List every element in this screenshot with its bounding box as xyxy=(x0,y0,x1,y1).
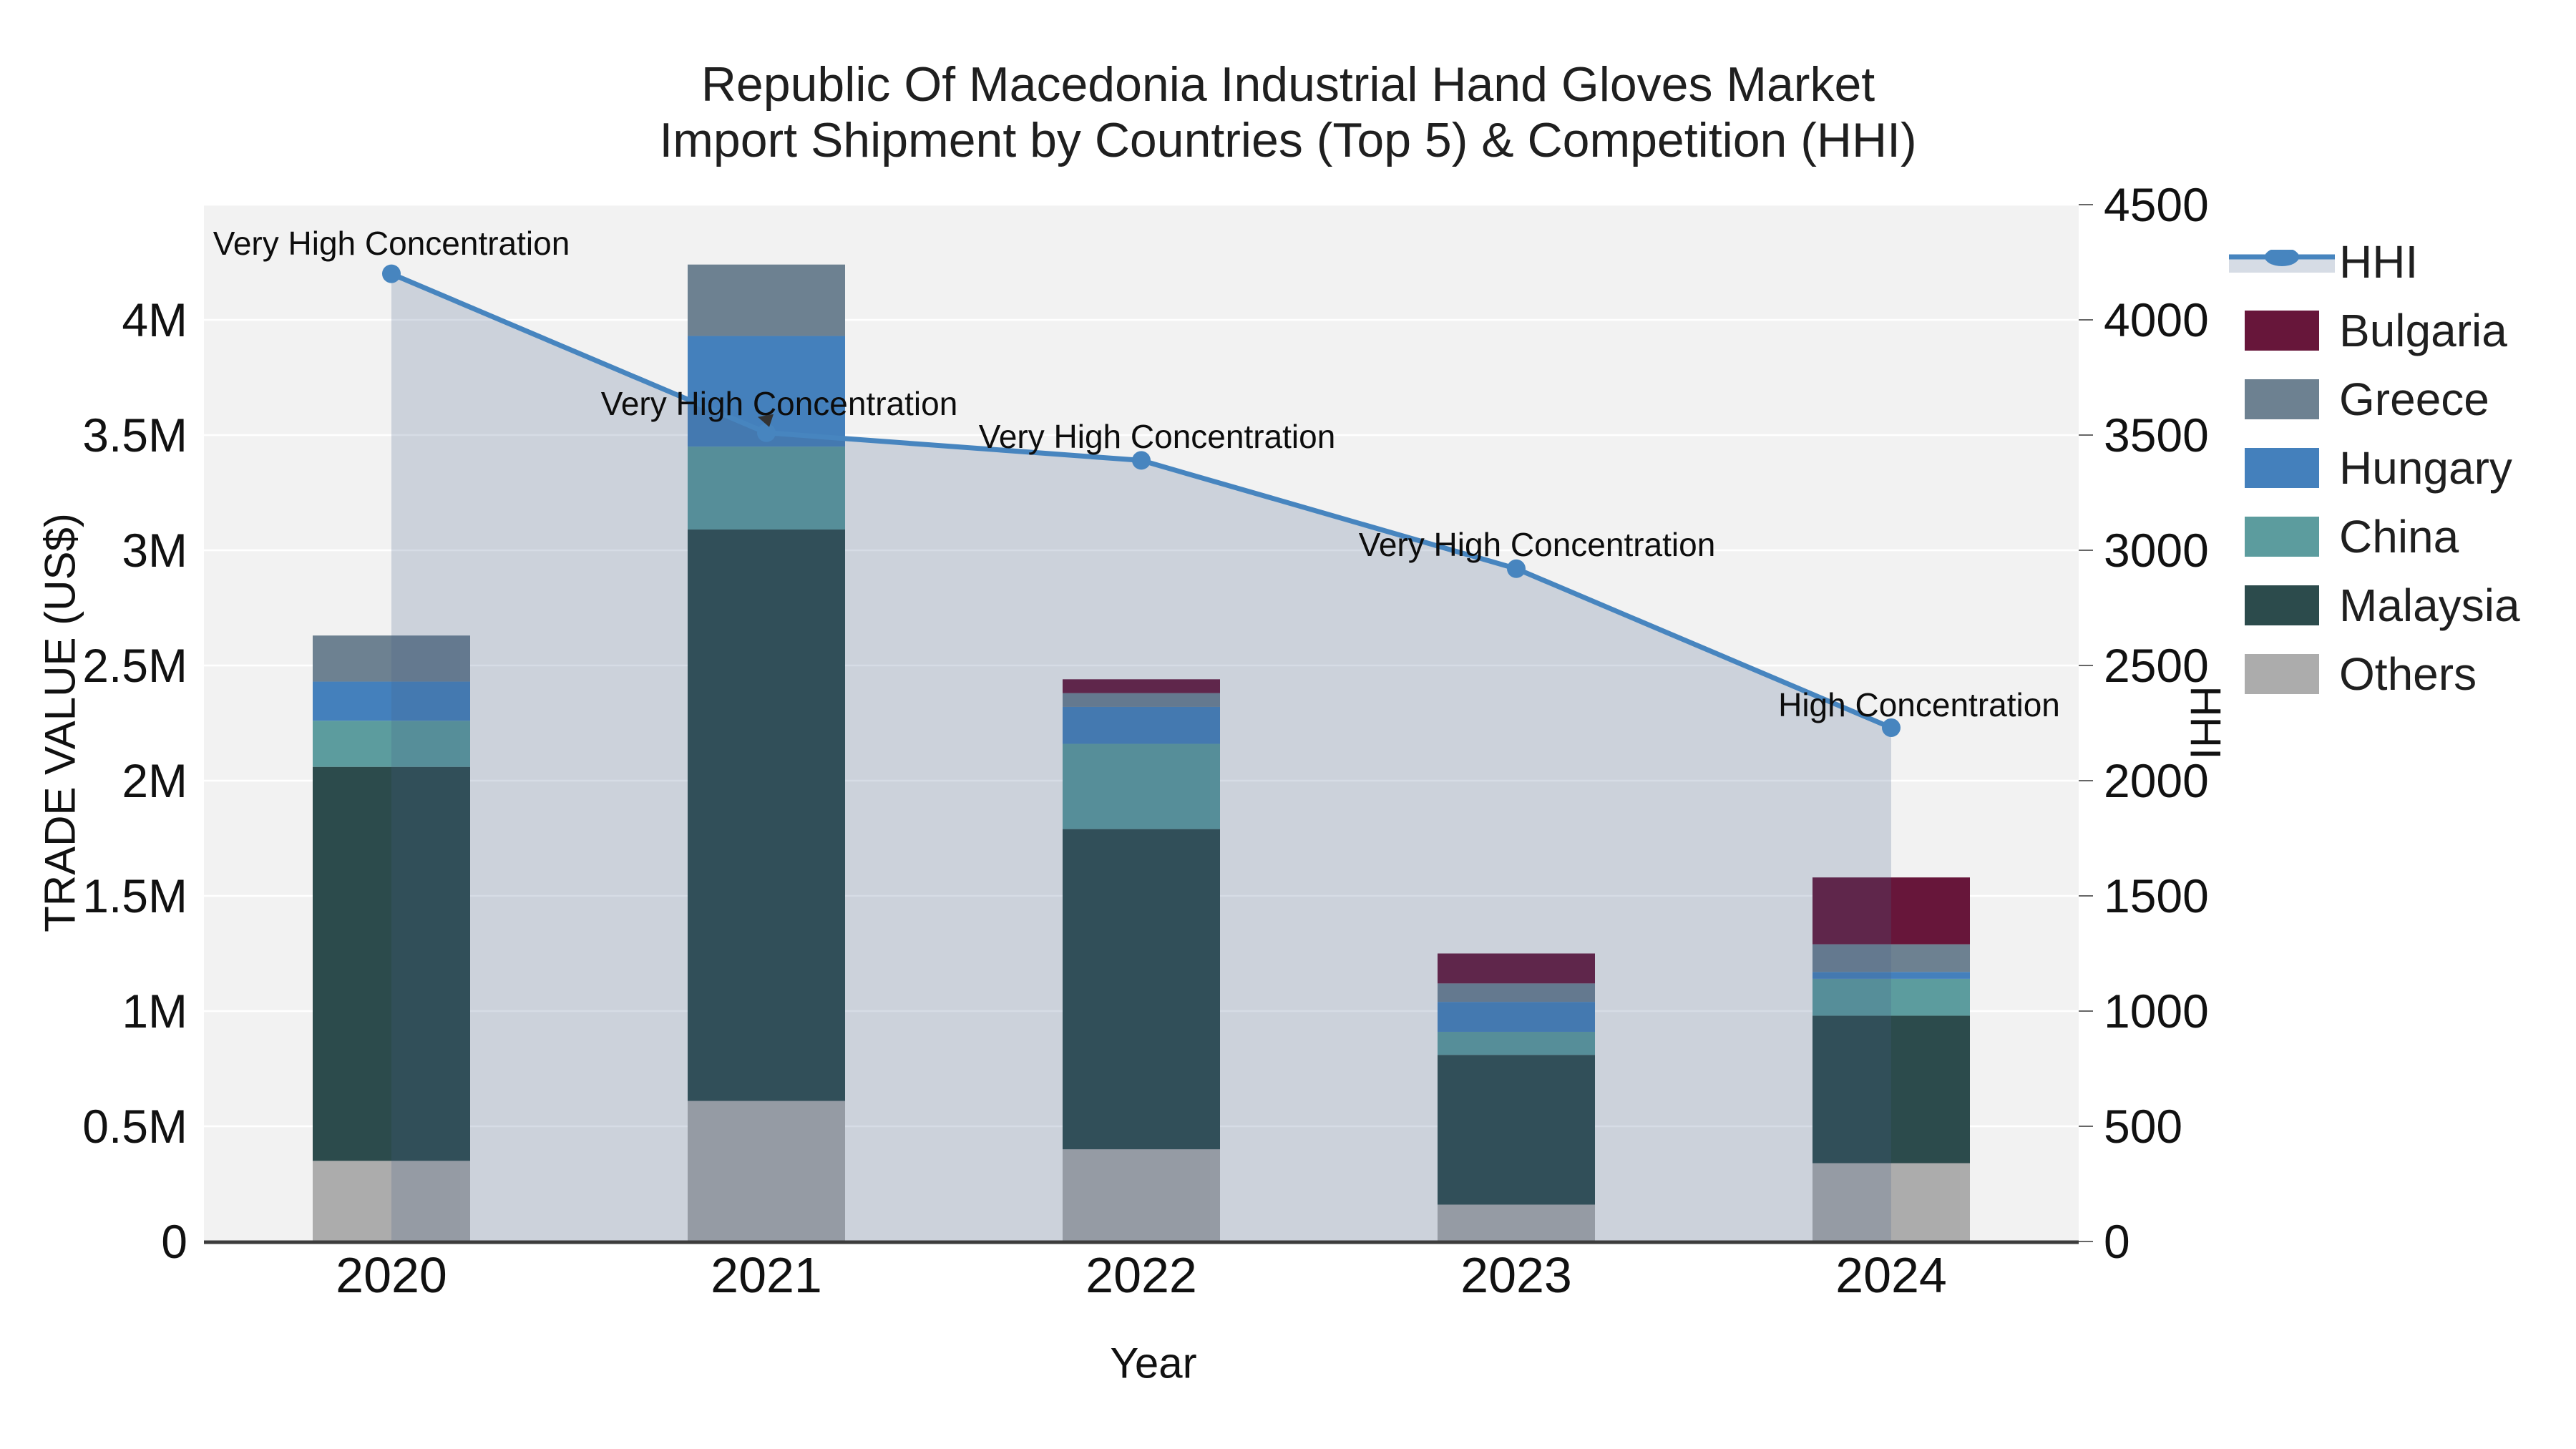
bar-segment-china-2020[interactable] xyxy=(313,721,470,767)
hhi-area-fill xyxy=(391,273,1891,1242)
legend-item-malaysia[interactable]: Malaysia xyxy=(2229,571,2520,640)
bar-segment-hungary-2023[interactable] xyxy=(1438,1002,1595,1032)
y-tick-label-1M: 1M xyxy=(122,985,187,1038)
legend-label-malaysia: Malaysia xyxy=(2339,580,2520,631)
annotation-2024: High Concentration xyxy=(1778,686,2060,723)
bar-segment-greece-2024[interactable] xyxy=(1813,944,1970,972)
greece-swatch-icon xyxy=(2245,379,2319,419)
bar-segment-china-2023[interactable] xyxy=(1438,1031,1595,1055)
hhi-tick-label-1000: 1000 xyxy=(2104,985,2209,1038)
legend-label-greece: Greece xyxy=(2339,374,2489,425)
legend-item-hhi[interactable]: HHI xyxy=(2229,228,2520,296)
legend-label-bulgaria: Bulgaria xyxy=(2339,305,2507,356)
legend-item-china[interactable]: China xyxy=(2229,502,2520,571)
hungary-swatch-icon xyxy=(2245,448,2319,488)
hhi-tick-label-500: 500 xyxy=(2104,1100,2183,1153)
hhi-legend-sample-icon xyxy=(2229,250,2335,274)
malaysia-swatch-icon xyxy=(2245,585,2319,625)
annotation-2022: Very High Concentration xyxy=(978,418,1336,456)
x-tick-label-2024: 2024 xyxy=(1835,1247,1947,1303)
legend-item-hungary[interactable]: Hungary xyxy=(2229,434,2520,502)
x-tick-label-2021: 2021 xyxy=(711,1247,822,1303)
bar-segment-china-2024[interactable] xyxy=(1813,978,1970,1016)
bar-segment-others-2023[interactable] xyxy=(1438,1204,1595,1241)
bar-segment-others-2021[interactable] xyxy=(688,1101,845,1241)
bar-segment-greece-2020[interactable] xyxy=(313,635,470,682)
bar-segment-malaysia-2021[interactable] xyxy=(688,530,845,1101)
legend-item-bulgaria[interactable]: Bulgaria xyxy=(2229,296,2520,365)
legend-item-others[interactable]: Others xyxy=(2229,640,2520,708)
hhi-tick-label-1500: 1500 xyxy=(2104,869,2209,922)
y-tick-label-0.5M: 0.5M xyxy=(82,1100,187,1153)
hhi-tick-label-4500: 4500 xyxy=(2104,178,2209,231)
legend-item-greece[interactable]: Greece xyxy=(2229,365,2520,434)
legend-label-hhi: HHI xyxy=(2339,236,2419,288)
annotation-2020: Very High Concentration xyxy=(213,224,570,262)
china-swatch-icon xyxy=(2245,517,2319,557)
chart-title-line2: Import Shipment by Countries (Top 5) & C… xyxy=(659,113,1917,167)
hhi-tick-label-2000: 2000 xyxy=(2104,754,2209,807)
hhi-tick-label-3000: 3000 xyxy=(2104,524,2209,577)
y-tick-label-2M: 2M xyxy=(122,754,187,807)
bar-segment-greece-2021[interactable] xyxy=(688,264,845,336)
hhi-marker-2024[interactable] xyxy=(1882,718,1901,737)
bar-segment-malaysia-2022[interactable] xyxy=(1063,829,1220,1150)
legend-label-others: Others xyxy=(2339,648,2477,700)
bar-segment-greece-2023[interactable] xyxy=(1438,983,1595,1002)
bar-segment-bulgaria-2024[interactable] xyxy=(1813,877,1970,945)
bar-segment-others-2020[interactable] xyxy=(313,1161,470,1241)
bar-segment-china-2022[interactable] xyxy=(1063,743,1220,829)
x-tick-label-2022: 2022 xyxy=(1085,1247,1197,1303)
x-tick-label-2020: 2020 xyxy=(336,1247,447,1303)
bar-segment-greece-2022[interactable] xyxy=(1063,693,1220,707)
x-axis-title: Year xyxy=(1110,1339,1197,1387)
legend-label-china: China xyxy=(2339,511,2459,562)
hhi-tick-label-4000: 4000 xyxy=(2104,293,2209,346)
hhi-marker-2021[interactable] xyxy=(757,423,776,442)
x-tick-label-2023: 2023 xyxy=(1460,1247,1572,1303)
y-tick-label-3M: 3M xyxy=(122,524,187,577)
bar-segment-hungary-2020[interactable] xyxy=(313,681,470,721)
legend: HHI Bulgaria Greece Hungary China Malaysia Oth… xyxy=(2229,228,2520,708)
bar-segment-hungary-2024[interactable] xyxy=(1813,972,1970,979)
hhi-marker-2022[interactable] xyxy=(1132,451,1151,470)
y-tick-label-2.5M: 2.5M xyxy=(82,639,187,692)
chart-title-line1: Republic Of Macedonia Industrial Hand Gl… xyxy=(701,57,1875,112)
hhi-tick-label-0: 0 xyxy=(2104,1215,2130,1268)
others-swatch-icon xyxy=(2245,654,2319,694)
hhi-marker-2020[interactable] xyxy=(382,264,401,283)
y-tick-label-0: 0 xyxy=(161,1215,187,1268)
hhi-tick-label-2500: 2500 xyxy=(2104,639,2209,692)
bar-segment-bulgaria-2023[interactable] xyxy=(1438,953,1595,984)
hhi-tick-label-3500: 3500 xyxy=(2104,409,2209,462)
y-tick-label-4M: 4M xyxy=(122,293,187,346)
bulgaria-swatch-icon xyxy=(2245,311,2319,351)
y-tick-label-3.5M: 3.5M xyxy=(82,409,187,462)
bar-segment-others-2022[interactable] xyxy=(1063,1149,1220,1241)
bar-segment-malaysia-2024[interactable] xyxy=(1813,1015,1970,1163)
y-tick-label-1.5M: 1.5M xyxy=(82,869,187,922)
bar-segment-china-2021[interactable] xyxy=(688,447,845,530)
annotation-2021: Very High Concentration xyxy=(600,384,958,422)
bar-segment-malaysia-2023[interactable] xyxy=(1438,1055,1595,1205)
bar-segment-others-2024[interactable] xyxy=(1813,1163,1970,1241)
bar-segment-malaysia-2020[interactable] xyxy=(313,766,470,1161)
bar-segment-hungary-2022[interactable] xyxy=(1063,706,1220,744)
legend-label-hungary: Hungary xyxy=(2339,442,2512,494)
bar-segment-bulgaria-2022[interactable] xyxy=(1063,679,1220,693)
hhi-marker-2023[interactable] xyxy=(1507,559,1526,578)
annotation-2023: Very High Concentration xyxy=(1358,525,1716,563)
annotation-arrowhead xyxy=(758,414,774,427)
